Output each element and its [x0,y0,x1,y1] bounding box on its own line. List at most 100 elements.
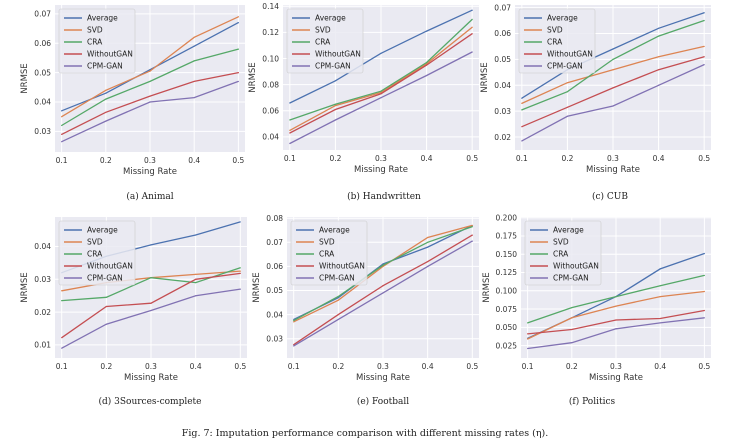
data-point [615,305,617,307]
y-tick-label: 0.02 [34,308,51,317]
data-point [657,84,660,86]
y-tick-label: 0.10 [262,54,279,63]
data-point [337,295,339,298]
legend: Average SVD CRA WithoutGAN CPM-GAN [286,8,364,74]
data-point [471,51,473,53]
legend-box [290,220,368,286]
y-tick-label: 0.04 [34,242,51,251]
data-point [521,109,523,111]
legend-label: WithoutGAN [547,50,593,59]
x-tick-label: 0.1 [522,362,534,371]
data-point [380,91,382,94]
subplot-3: 0.1 0.2 0.3 0.4 0.5 0.02 0.03 0.04 0.05 0.06 0.07 M… [480,3,711,202]
y-tick-label: 0.06 [34,39,51,48]
x-tick-label: 0.4 [422,362,434,371]
data-point [289,119,291,121]
data-point [61,290,63,292]
x-tick-label: 0.4 [653,154,665,163]
data-point [615,319,617,321]
data-point [703,12,705,14]
data-point [571,328,573,331]
data-point [566,91,569,93]
y-tick-label: 0.03 [266,334,283,343]
legend-label: WithoutGAN [315,50,361,59]
legend-label: SVD [315,26,331,35]
y-tick-label: 0.075 [496,305,518,314]
data-point [703,56,705,58]
data-point [150,244,152,246]
data-point [659,268,661,270]
y-tick-label: 0.04 [494,81,511,90]
y-axis-label: NRMSE [252,272,262,302]
y-tick-label: 0.02 [494,133,511,142]
data-point [612,48,614,50]
data-point [521,102,523,104]
data-point [521,140,523,142]
data-point [195,278,197,280]
data-point [612,105,614,107]
data-point [193,60,195,62]
data-point [149,70,151,72]
legend-label: WithoutGAN [319,262,365,271]
data-point [105,296,107,298]
data-point [471,226,473,228]
y-axis-label: NRMSE [20,63,30,93]
data-point [566,82,569,84]
data-point [61,347,63,349]
data-point [149,101,151,103]
y-tick-label: 0.08 [266,214,283,223]
data-point [334,108,337,111]
subplot-caption: (a) Animal [126,191,173,202]
legend: Average SVD CRA WithoutGAN CPM-GAN [58,8,136,74]
data-point [193,45,195,47]
subplot-caption: (e) Football [357,396,409,407]
data-point [105,120,107,122]
data-point [425,64,428,66]
data-point [427,236,429,239]
y-tick-label: 0.03 [494,107,511,116]
data-point [334,103,337,105]
data-point [61,110,63,112]
data-point [427,241,429,243]
x-axis-label: Missing Rate [123,167,177,177]
data-point [657,27,660,29]
legend-label: SVD [87,238,103,247]
data-point [521,97,523,99]
y-tick-label: 0.175 [496,232,518,241]
data-point [61,337,63,339]
data-point [195,295,197,297]
x-axis-label: Missing Rate [124,373,178,383]
data-point [239,221,241,223]
legend-label: CPM-GAN [315,62,351,71]
legend: Average SVD CRA WithoutGAN CPM-GAN [518,8,596,74]
legend-label: Average [319,226,350,235]
data-point [425,61,428,64]
data-point [703,290,705,293]
legend-box [58,220,136,286]
legend-label: WithoutGAN [87,50,133,59]
x-tick-label: 0.3 [375,154,387,163]
subplot-caption: (d) 3Sources-complete [99,396,202,407]
x-tick-label: 0.4 [188,156,200,165]
data-point [703,45,705,48]
data-point [427,246,429,248]
data-point [571,317,573,319]
data-point [150,277,152,279]
data-point [527,347,529,350]
data-point [659,317,661,320]
data-point [105,89,107,91]
data-point [334,119,337,121]
legend-label: CPM-GAN [319,274,355,283]
data-point [289,102,291,104]
x-tick-label: 0.5 [466,154,478,163]
y-tick-label: 0.01 [34,341,51,350]
data-point [237,48,239,50]
legend-label: CPM-GAN [547,62,583,71]
x-tick-label: 0.3 [377,362,389,371]
data-point [527,322,529,324]
data-point [195,273,197,275]
legend-box [518,8,596,74]
data-point [195,234,197,236]
data-point [380,97,382,99]
x-tick-label: 0.4 [654,362,666,371]
